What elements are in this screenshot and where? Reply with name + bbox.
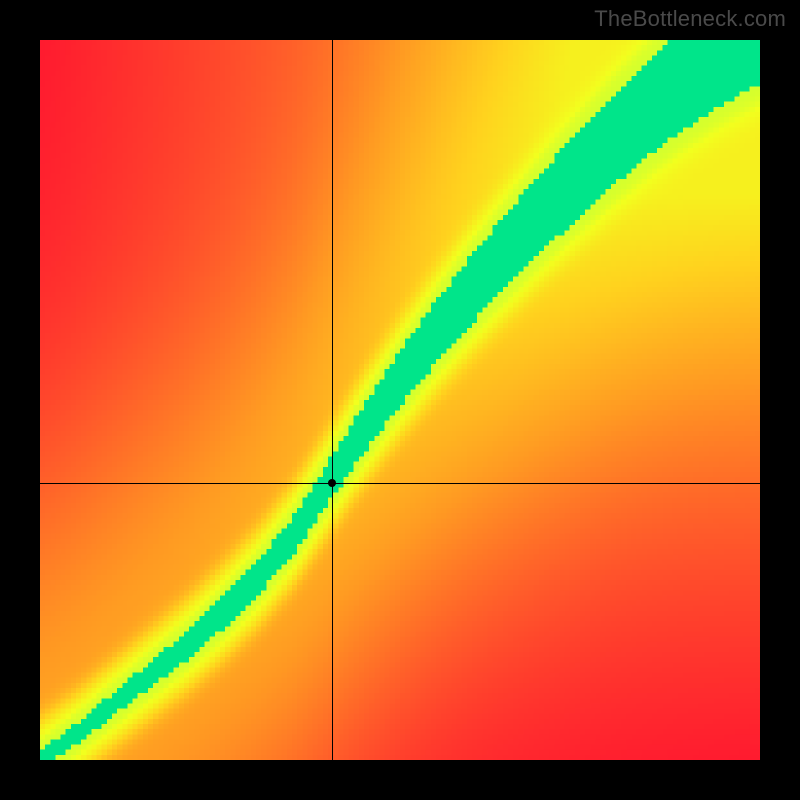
bottleneck-heatmap xyxy=(40,40,760,760)
chart-container: TheBottleneck.com xyxy=(0,0,800,800)
watermark-label: TheBottleneck.com xyxy=(594,6,786,32)
